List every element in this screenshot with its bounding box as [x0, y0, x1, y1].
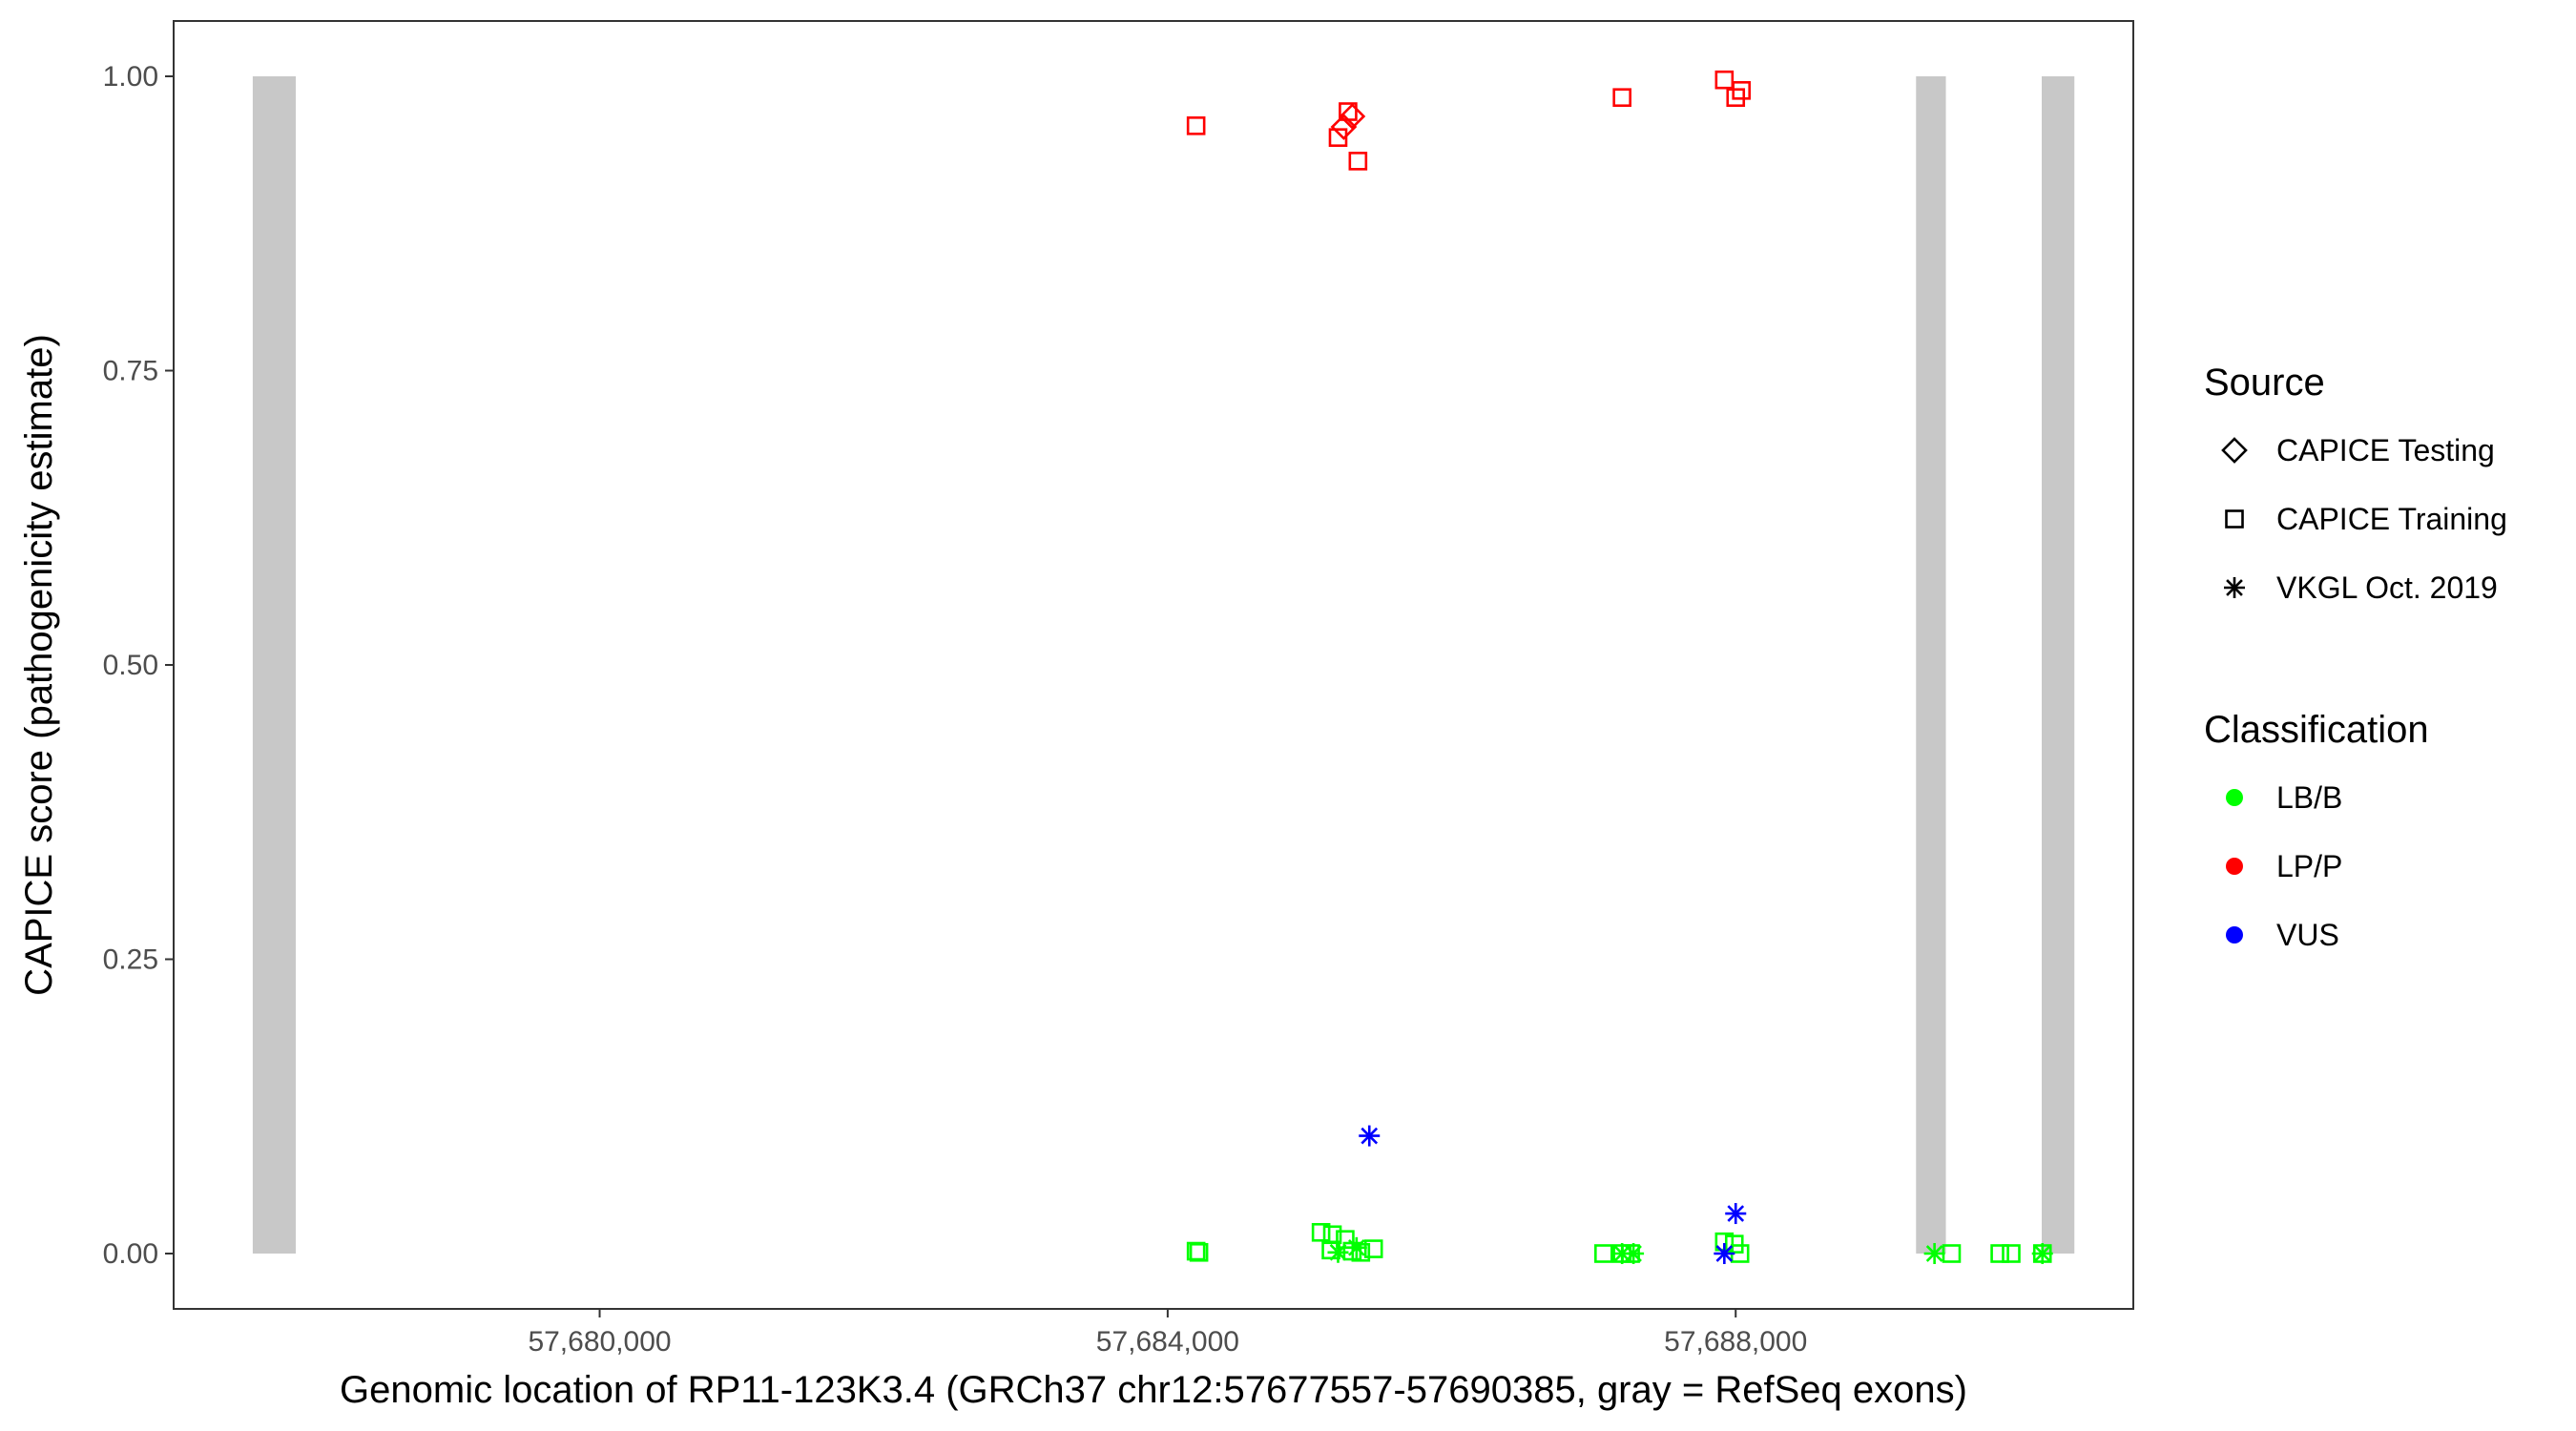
y-axis-title: CAPICE score (pathogenicity estimate) — [18, 334, 60, 996]
data-point — [1732, 81, 1751, 100]
x-tick-label: 57,684,000 — [1096, 1326, 1239, 1358]
data-point — [1724, 1234, 1744, 1254]
data-point — [1345, 1236, 1367, 1258]
data-point — [1189, 1242, 1209, 1262]
legend-source-title: Source — [2204, 362, 2325, 404]
legend: Source CAPICE Testing CAPICE Training VKGL… — [2204, 362, 2507, 952]
data-point — [1186, 116, 1206, 135]
data-point — [1339, 103, 1366, 130]
data-point — [1311, 1222, 1331, 1242]
data-point — [2002, 1244, 2021, 1263]
legend-class-label: VUS — [2276, 918, 2339, 952]
legend-classification-title: Classification — [2204, 709, 2429, 751]
legend-key-dot — [2226, 858, 2243, 875]
legend-source-label: CAPICE Testing — [2276, 433, 2495, 467]
data-point — [1594, 1244, 1613, 1263]
x-tick-label: 57,680,000 — [528, 1326, 671, 1358]
legend-key-diamond — [2221, 437, 2248, 464]
data-point — [2031, 1243, 2053, 1265]
y-tick-label: 0.00 — [103, 1238, 158, 1270]
plot-panel-border — [173, 20, 2134, 1310]
legend-source-label: CAPICE Training — [2276, 502, 2507, 536]
y-tick-label: 1.00 — [103, 61, 158, 93]
data-point — [1923, 1243, 1945, 1265]
y-tick-label: 0.25 — [103, 944, 158, 976]
x-tick-label: 57,688,000 — [1664, 1326, 1807, 1358]
data-point — [1714, 70, 1735, 90]
data-point — [1330, 114, 1358, 140]
data-point — [1612, 88, 1631, 108]
x-axis-title: Genomic location of RP11-123K3.4 (GRCh37… — [340, 1369, 1967, 1411]
legend-source-label: VKGL Oct. 2019 — [2276, 570, 2498, 605]
legend-class-label: LP/P — [2276, 849, 2342, 883]
exon-bar — [2041, 75, 2075, 1255]
data-point — [1328, 128, 1348, 147]
data-point — [1714, 1243, 1735, 1265]
data-point — [1359, 1125, 1381, 1147]
data-point — [1942, 1244, 1962, 1263]
exon-bar — [252, 75, 297, 1255]
data-point — [1623, 1243, 1645, 1265]
legend-key-dot — [2226, 926, 2243, 944]
legend-key-dot — [2226, 789, 2243, 806]
data-point — [1339, 102, 1358, 121]
data-point — [1725, 1203, 1747, 1225]
y-tick-label: 0.75 — [103, 355, 158, 386]
exon-bar — [1916, 75, 1946, 1255]
data-point — [1990, 1244, 2009, 1263]
data-point — [1327, 1241, 1349, 1263]
legend-class-label: LB/B — [2276, 780, 2342, 815]
y-tick-label: 0.50 — [103, 650, 158, 681]
legend-key-square — [2225, 509, 2244, 529]
data-point — [1348, 152, 1368, 171]
legend-key-asterisk — [2224, 577, 2245, 598]
